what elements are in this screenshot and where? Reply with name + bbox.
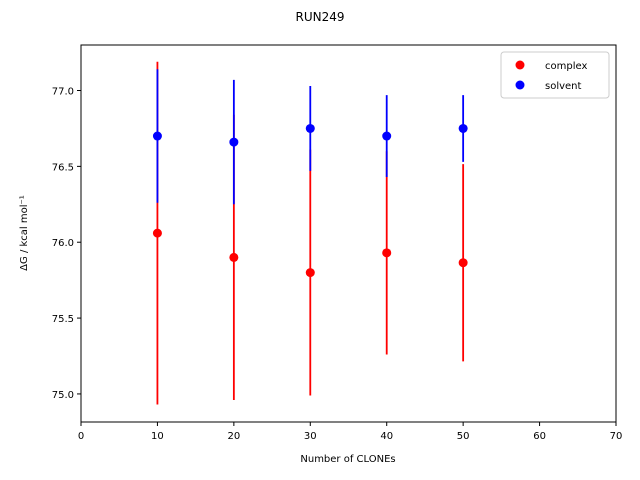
legend-marker [515,80,525,90]
point [152,228,162,238]
point [382,131,392,141]
point [458,258,468,268]
y-tick-label: 76.5 [52,162,74,173]
x-tick-label: 50 [457,431,470,442]
point [458,123,468,133]
point [229,252,239,262]
legend-label: complex [545,61,587,72]
legend-marker [515,60,525,70]
x-tick-label: 0 [78,431,84,442]
point [305,123,315,133]
x-tick-label: 40 [380,431,393,442]
y-tick-label: 75.5 [52,314,74,325]
plot-frame [80,44,617,423]
x-tick-label: 10 [151,431,164,442]
x-tick-label: 30 [304,431,317,442]
point [305,268,315,278]
y-tick-label: 77.0 [52,87,74,98]
point [152,131,162,141]
legend-label: solvent [545,81,582,92]
chart-title: RUN249 [295,10,344,24]
x-axis-label: Number of CLONEs [300,454,395,465]
legend-box [500,51,610,99]
x-tick-label: 70 [610,431,623,442]
x-tick-label: 60 [533,431,546,442]
y-tick-label: 76.0 [52,238,74,249]
y-tick-label: 75.0 [52,390,74,401]
point [382,248,392,258]
x-tick-label: 20 [227,431,240,442]
y-axis-label: ΔG / kcal mol⁻¹ [19,195,30,271]
point [229,137,239,147]
